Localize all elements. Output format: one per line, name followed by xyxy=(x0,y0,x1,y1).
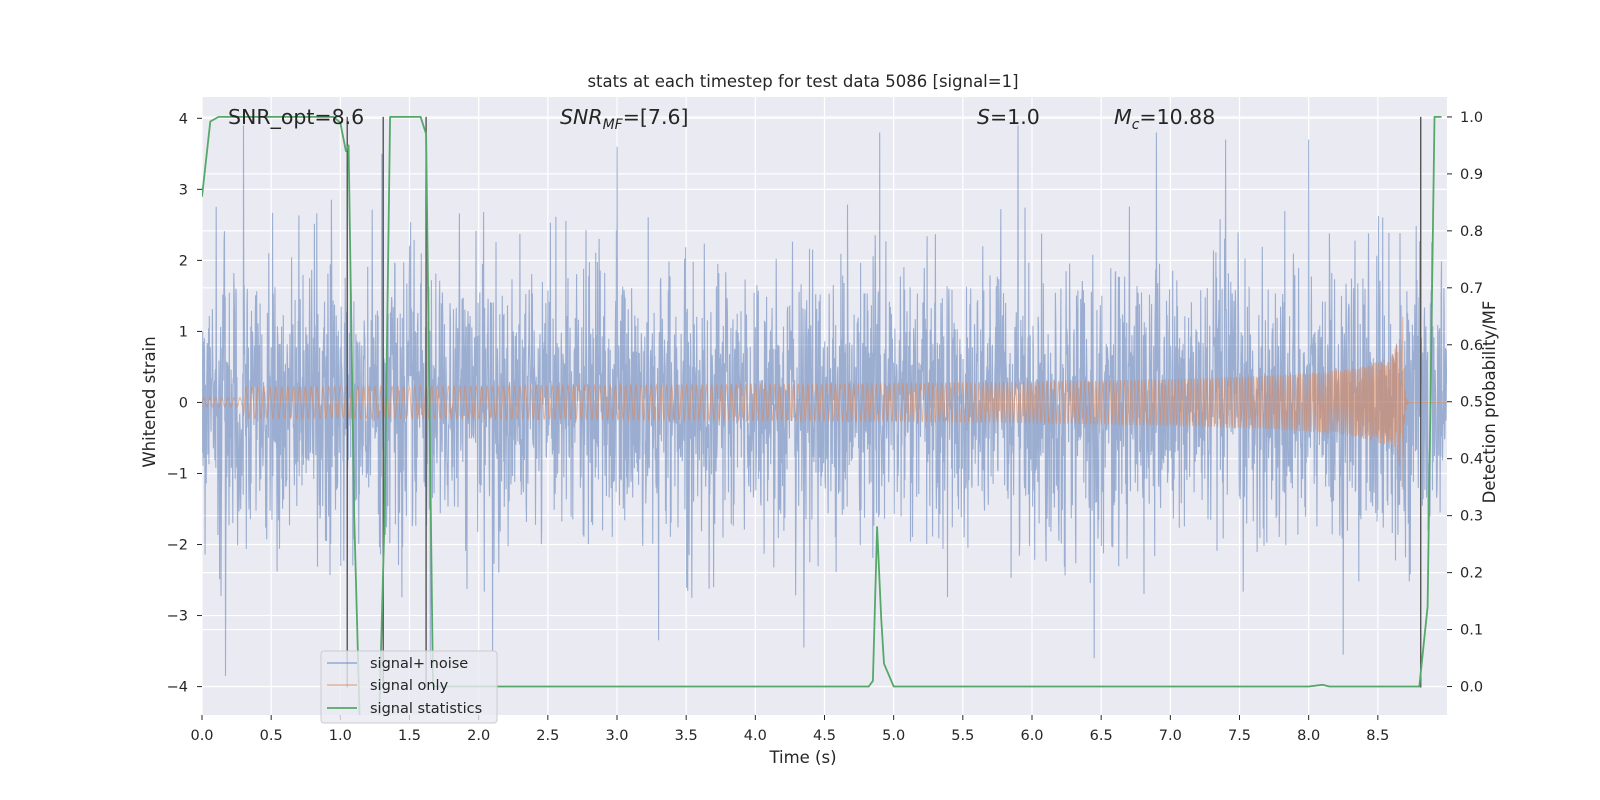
x-tick-label-1: 0.5 xyxy=(260,728,283,744)
y2-tick-label-6: 0.6 xyxy=(1460,338,1483,354)
annotation-mc: Mc=10.88 xyxy=(1114,105,1215,133)
y2-tick-label-5: 0.5 xyxy=(1460,395,1483,411)
x-tick-label-10: 5.0 xyxy=(882,728,905,744)
y-tick-label-4: 0 xyxy=(179,395,188,411)
annotation-s-main: S xyxy=(977,105,990,129)
y2-tick-label-3: 0.3 xyxy=(1460,509,1483,525)
x-tick-label-6: 3.0 xyxy=(605,728,628,744)
y2-tick-label-0: 0.0 xyxy=(1460,680,1483,696)
y-tick-label-5: 1 xyxy=(179,324,188,340)
annotation-s-value: =1.0 xyxy=(990,105,1040,129)
annotation-snr-opt: SNR_opt=8.6 xyxy=(228,105,364,130)
x-axis-ticks: 0.0 0.5 1.0 1.5 2.0 2.5 3.0 3.5 4.0 4.5 5.0 5.5 6.0 6… xyxy=(190,715,1389,744)
chart-title: stats at each timestep for test data 508… xyxy=(587,72,1018,91)
noise-line xyxy=(202,125,1447,676)
legend-box xyxy=(320,650,498,724)
y2-tick-label-10: 1.0 xyxy=(1460,110,1483,126)
x-tick-label-4: 2.0 xyxy=(467,728,490,744)
x-tick-label-3: 1.5 xyxy=(398,728,421,744)
x-tick-label-11: 5.5 xyxy=(951,728,974,744)
x-tick-label-2: 1.0 xyxy=(329,728,352,744)
annotation-mc-sub: c xyxy=(1132,117,1140,133)
y-axis-ticks: −4 −3 −2 −1 0 1 2 3 4 xyxy=(167,111,202,696)
x-tick-label-0: 0.0 xyxy=(190,728,213,744)
y-tick-label-6: 2 xyxy=(179,253,188,269)
x-tick-label-12: 6.0 xyxy=(1020,728,1043,744)
series-signal-only xyxy=(202,316,1447,487)
y-axis-label: Whitened strain xyxy=(140,336,159,467)
x-tick-label-8: 4.0 xyxy=(744,728,767,744)
legend: signal+ noise signal only signal statist… xyxy=(320,650,498,724)
x-tick-label-15: 7.5 xyxy=(1228,728,1251,744)
annotation-snr-mf-value: =[7.6] xyxy=(623,105,689,129)
x-tick-label-13: 6.5 xyxy=(1090,728,1113,744)
x-axis-label: Time (s) xyxy=(768,748,836,767)
y2-tick-label-9: 0.9 xyxy=(1460,167,1483,183)
x-tick-label-9: 4.5 xyxy=(813,728,836,744)
y2-axis-ticks: 0.0 0.1 0.2 0.3 0.4 0.5 0.6 0.7 0.8 0.9 1.0 xyxy=(1447,110,1483,696)
x-tick-label-17: 8.5 xyxy=(1366,728,1389,744)
y2-axis-label: Detection probability/MF xyxy=(1480,301,1499,504)
annotation-snr-mf: SNRMF=[7.6] xyxy=(560,105,689,133)
y-tick-label-2: −2 xyxy=(167,538,188,554)
legend-label-signal-noise: signal+ noise xyxy=(370,656,468,672)
y-tick-label-7: 3 xyxy=(179,182,188,198)
annotation-mc-value: =10.88 xyxy=(1139,105,1215,129)
y-tick-label-0: −4 xyxy=(167,680,188,696)
x-tick-label-14: 7.0 xyxy=(1159,728,1182,744)
y-tick-label-3: −1 xyxy=(167,466,188,482)
legend-label-signal-statistics: signal statistics xyxy=(370,701,482,717)
x-tick-label-7: 3.5 xyxy=(675,728,698,744)
y2-tick-label-1: 0.1 xyxy=(1460,623,1483,639)
y-tick-label-1: −3 xyxy=(167,609,188,625)
legend-label-signal-only: signal only xyxy=(370,678,449,694)
y2-tick-label-8: 0.8 xyxy=(1460,224,1483,240)
annotation-snr-mf-sub: MF xyxy=(603,117,624,133)
signal-only-line xyxy=(202,316,1447,487)
y-tick-label-8: 4 xyxy=(179,111,188,127)
series-signal-noise xyxy=(202,125,1447,676)
y2-tick-label-2: 0.2 xyxy=(1460,566,1483,582)
annotation-mc-main: M xyxy=(1114,105,1132,129)
x-tick-label-16: 8.0 xyxy=(1297,728,1320,744)
y2-tick-label-4: 0.4 xyxy=(1460,452,1483,468)
y2-tick-label-7: 0.7 xyxy=(1460,281,1483,297)
annotation-s: S=1.0 xyxy=(977,105,1040,129)
annotation-snr-mf-main: SNR xyxy=(560,105,603,129)
x-tick-label-5: 2.5 xyxy=(536,728,559,744)
